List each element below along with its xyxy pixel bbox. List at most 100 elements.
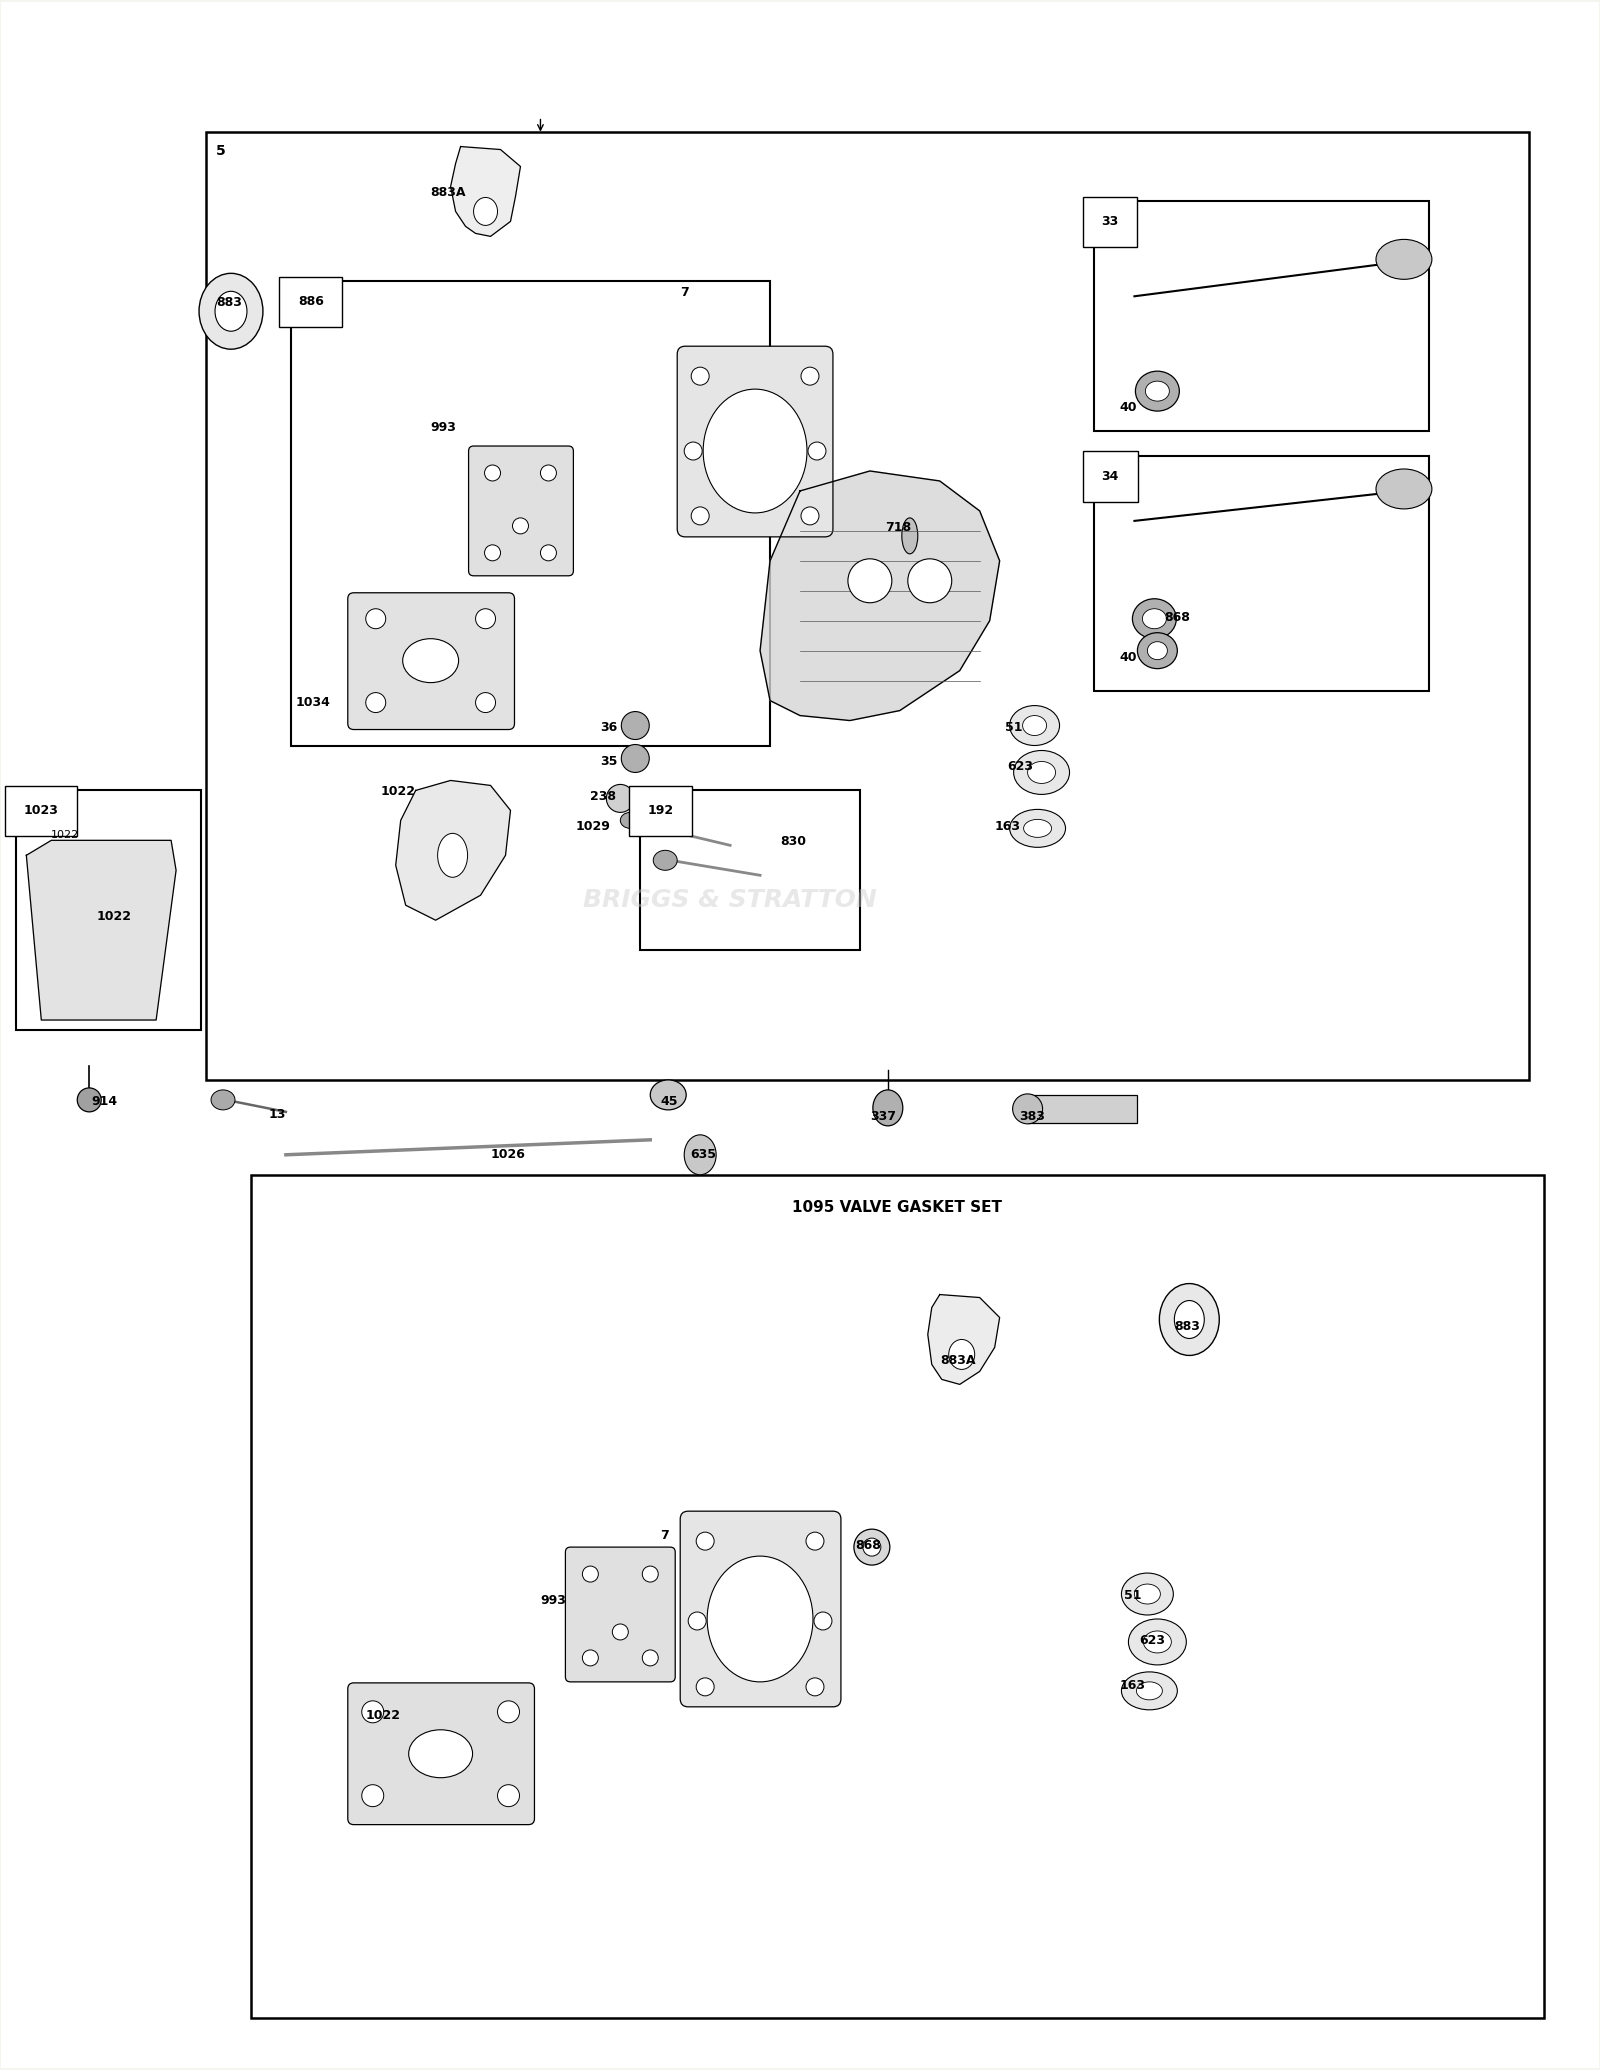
Ellipse shape: [1376, 240, 1432, 279]
Ellipse shape: [498, 1702, 520, 1722]
FancyBboxPatch shape: [680, 1511, 842, 1708]
Ellipse shape: [214, 292, 246, 331]
Ellipse shape: [1013, 1093, 1043, 1124]
Ellipse shape: [485, 544, 501, 561]
Text: 7: 7: [680, 286, 690, 300]
Ellipse shape: [691, 507, 709, 526]
Text: 13: 13: [269, 1107, 286, 1120]
Ellipse shape: [198, 273, 262, 350]
Ellipse shape: [854, 1530, 890, 1565]
Text: 635: 635: [690, 1147, 717, 1161]
Text: 7: 7: [661, 1530, 669, 1542]
Ellipse shape: [438, 834, 467, 878]
Text: 51: 51: [1125, 1590, 1142, 1602]
Polygon shape: [928, 1294, 1000, 1385]
Text: 883: 883: [1174, 1319, 1200, 1333]
Ellipse shape: [650, 1081, 686, 1110]
Ellipse shape: [582, 1567, 598, 1581]
Ellipse shape: [1010, 809, 1066, 847]
Ellipse shape: [1134, 1584, 1160, 1604]
Text: 883A: 883A: [430, 186, 466, 199]
Text: 993: 993: [541, 1594, 566, 1606]
Ellipse shape: [1128, 1619, 1186, 1664]
Ellipse shape: [642, 1650, 658, 1666]
Ellipse shape: [474, 197, 498, 226]
Bar: [206, 132, 1528, 1081]
Text: 40: 40: [1120, 650, 1138, 664]
Text: 623: 623: [1008, 760, 1034, 774]
Text: 5: 5: [216, 143, 226, 157]
Text: 1022: 1022: [51, 830, 80, 840]
Ellipse shape: [688, 1613, 706, 1629]
Ellipse shape: [685, 1134, 717, 1176]
Ellipse shape: [642, 1567, 658, 1581]
Bar: [16, 791, 202, 1031]
Ellipse shape: [1027, 762, 1056, 782]
Ellipse shape: [1147, 642, 1168, 660]
Ellipse shape: [582, 1650, 598, 1666]
Ellipse shape: [707, 1557, 813, 1681]
Text: 1095 VALVE GASKET SET: 1095 VALVE GASKET SET: [792, 1201, 1002, 1215]
Ellipse shape: [1138, 633, 1178, 669]
Text: 51: 51: [1005, 720, 1022, 733]
Text: 883: 883: [216, 296, 242, 308]
Text: 993: 993: [430, 420, 456, 435]
Ellipse shape: [653, 851, 677, 869]
Bar: [251, 1176, 1544, 2018]
Ellipse shape: [1133, 598, 1176, 640]
FancyBboxPatch shape: [347, 592, 515, 729]
Ellipse shape: [211, 1091, 235, 1110]
Ellipse shape: [691, 366, 709, 385]
Text: 914: 914: [91, 1095, 117, 1107]
Text: 830: 830: [781, 836, 806, 849]
Text: 1023: 1023: [24, 805, 58, 818]
Text: 1022: 1022: [381, 785, 416, 799]
FancyBboxPatch shape: [565, 1546, 675, 1681]
Bar: [291, 282, 770, 745]
Text: 337: 337: [870, 1110, 896, 1122]
Text: 238: 238: [590, 791, 616, 803]
Ellipse shape: [1122, 1573, 1173, 1615]
Ellipse shape: [475, 693, 496, 712]
Ellipse shape: [806, 1532, 824, 1550]
Text: 1034: 1034: [296, 696, 331, 708]
Text: 34: 34: [1101, 470, 1118, 482]
Ellipse shape: [848, 559, 891, 602]
Ellipse shape: [702, 389, 806, 513]
Ellipse shape: [475, 609, 496, 629]
Text: 623: 623: [1139, 1633, 1165, 1648]
Ellipse shape: [696, 1679, 714, 1695]
Ellipse shape: [366, 609, 386, 629]
Text: 192: 192: [648, 805, 674, 818]
Text: 868: 868: [854, 1540, 880, 1552]
Ellipse shape: [1160, 1283, 1219, 1356]
Text: 163: 163: [995, 820, 1021, 834]
Polygon shape: [395, 780, 510, 921]
Text: 868: 868: [1165, 611, 1190, 623]
Polygon shape: [451, 147, 520, 236]
Ellipse shape: [621, 811, 640, 828]
Text: 163: 163: [1120, 1679, 1146, 1691]
Bar: [1094, 455, 1429, 691]
Ellipse shape: [1014, 751, 1069, 795]
Ellipse shape: [806, 1679, 824, 1695]
Text: 883A: 883A: [939, 1354, 976, 1368]
Ellipse shape: [802, 507, 819, 526]
Text: 383: 383: [1019, 1110, 1045, 1122]
Text: 33: 33: [1101, 215, 1118, 228]
Ellipse shape: [1024, 820, 1051, 838]
Text: 1022: 1022: [96, 911, 131, 923]
Ellipse shape: [907, 559, 952, 602]
Ellipse shape: [541, 466, 557, 480]
Ellipse shape: [606, 785, 634, 811]
Ellipse shape: [613, 1625, 629, 1639]
Ellipse shape: [1022, 716, 1046, 735]
Ellipse shape: [362, 1784, 384, 1807]
Bar: [1094, 201, 1429, 431]
Ellipse shape: [362, 1702, 384, 1722]
Ellipse shape: [1376, 470, 1432, 509]
Ellipse shape: [685, 443, 702, 460]
Bar: [1027, 1095, 1138, 1122]
Ellipse shape: [485, 466, 501, 480]
Ellipse shape: [1144, 1631, 1171, 1654]
